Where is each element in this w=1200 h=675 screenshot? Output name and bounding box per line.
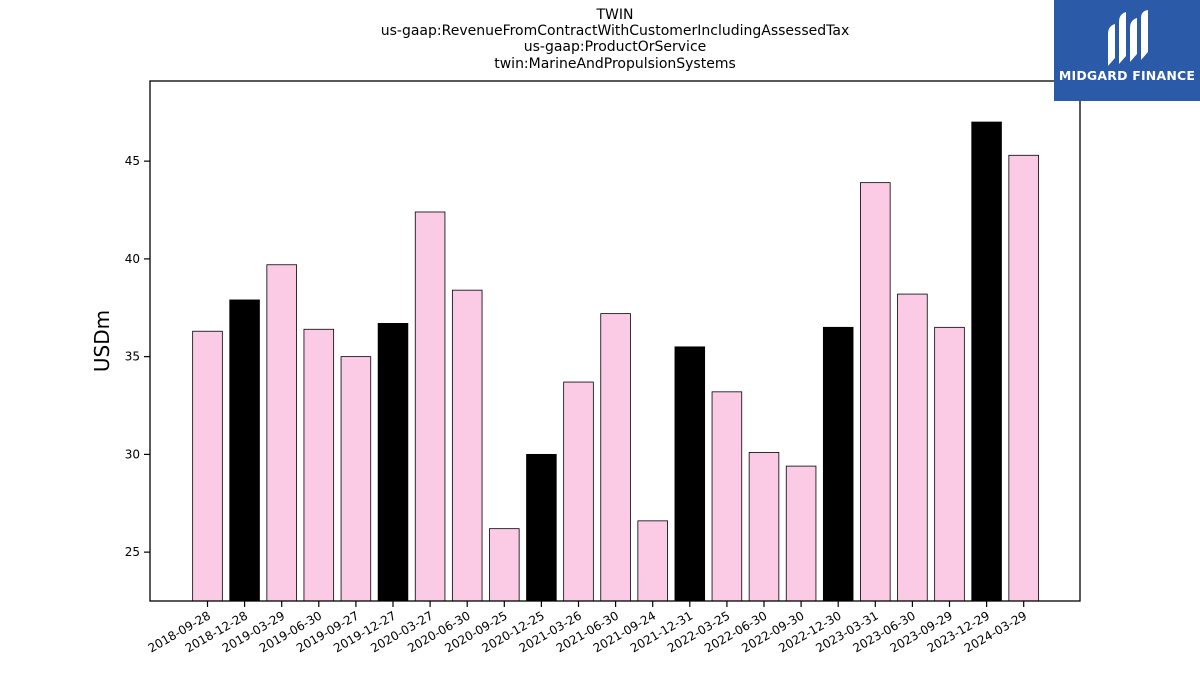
bar-2020-09-25: [489, 528, 520, 602]
bar-2019-12-27: [377, 323, 409, 602]
y-tick-label-30: 30: [125, 447, 140, 461]
bar-2021-12-31: [674, 346, 706, 602]
bar-2019-06-30: [303, 328, 335, 602]
bar-2023-03-31: [860, 182, 891, 602]
chart-title-line-2: us-gaap:RevenueFromContractWithCustomerI…: [380, 23, 850, 39]
logo-text: MIDGARD FINANCE: [1058, 68, 1196, 83]
y-tick-label-45: 45: [125, 154, 140, 168]
bar-2022-03-25: [711, 391, 743, 602]
bar-2022-12-30: [822, 326, 854, 602]
bar-2024-03-29: [1008, 154, 1039, 602]
bar-2022-09-30: [785, 465, 817, 602]
y-tick-label-25: 25: [125, 545, 140, 559]
bar-2022-06-30: [748, 452, 780, 602]
bar-2020-03-27: [414, 211, 446, 602]
bar-2019-09-27: [340, 356, 372, 602]
midgard-finance-logo: MIDGARD FINANCE: [1054, 0, 1200, 101]
bar-2018-12-28: [229, 299, 260, 602]
bar-2021-09-24: [637, 520, 668, 602]
bar-2020-12-25: [526, 453, 557, 602]
bar-2018-09-28: [192, 330, 223, 602]
bar-2023-06-30: [897, 293, 928, 602]
bar-2023-12-29: [971, 121, 1002, 602]
chart-title-line-4: twin:MarineAndPropulsionSystems: [494, 56, 736, 72]
y-tick-label-40: 40: [125, 252, 140, 266]
bar-2021-03-26: [563, 381, 594, 602]
y-axis-label: USDm: [90, 310, 114, 372]
bar-2019-03-29: [266, 264, 297, 602]
y-tick-label-35: 35: [125, 350, 140, 364]
midgard-logo-icon: [1108, 10, 1148, 66]
chart-title-line-3: us-gaap:ProductOrService: [523, 39, 707, 55]
bar-2021-06-30: [600, 313, 631, 602]
chart-title-line-1: TWIN: [596, 7, 634, 23]
bar-2023-09-29: [934, 326, 965, 602]
bar-2020-06-30: [451, 289, 483, 602]
